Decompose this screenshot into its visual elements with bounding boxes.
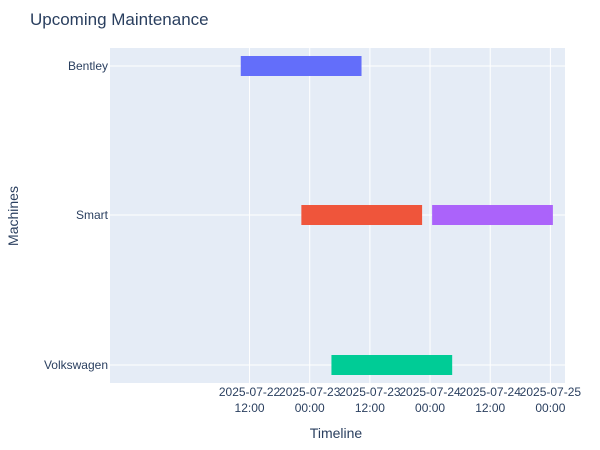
x-tick-label: 2025-07-22 12:00 — [219, 385, 281, 415]
x-tick-time: 12:00 — [355, 401, 385, 415]
task-bar — [331, 355, 453, 375]
x-tick-date: 2025-07-25 — [520, 385, 582, 399]
x-tick-time: 12:00 — [235, 401, 265, 415]
task-bar — [432, 205, 553, 225]
x-tick-label: 2025-07-23 12:00 — [339, 385, 401, 415]
task-bar — [301, 205, 423, 225]
x-tick-date: 2025-07-24 — [399, 385, 461, 399]
y-tick-label: Volkswagen — [44, 358, 108, 372]
x-tick-label: 2025-07-24 00:00 — [399, 385, 461, 415]
x-axis-title: Timeline — [310, 425, 363, 441]
x-tick-date: 2025-07-24 — [460, 385, 522, 399]
chart-title: Upcoming Maintenance — [30, 10, 209, 29]
task-bar — [240, 56, 362, 76]
x-tick-label: 2025-07-25 00:00 — [520, 385, 582, 415]
x-tick-label: 2025-07-24 12:00 — [460, 385, 522, 415]
x-tick-time: 00:00 — [415, 401, 445, 415]
x-tick-date: 2025-07-23 — [339, 385, 401, 399]
x-tick-time: 12:00 — [475, 401, 505, 415]
y-axis-title: Machines — [5, 186, 21, 246]
x-tick-time: 00:00 — [535, 401, 565, 415]
x-tick-label: 2025-07-23 00:00 — [279, 385, 341, 415]
x-tick-date: 2025-07-23 — [279, 385, 341, 399]
x-tick-time: 00:00 — [295, 401, 325, 415]
x-tick-date: 2025-07-22 — [219, 385, 281, 399]
y-tick-label: Smart — [76, 208, 109, 222]
y-tick-label: Bentley — [68, 59, 108, 73]
